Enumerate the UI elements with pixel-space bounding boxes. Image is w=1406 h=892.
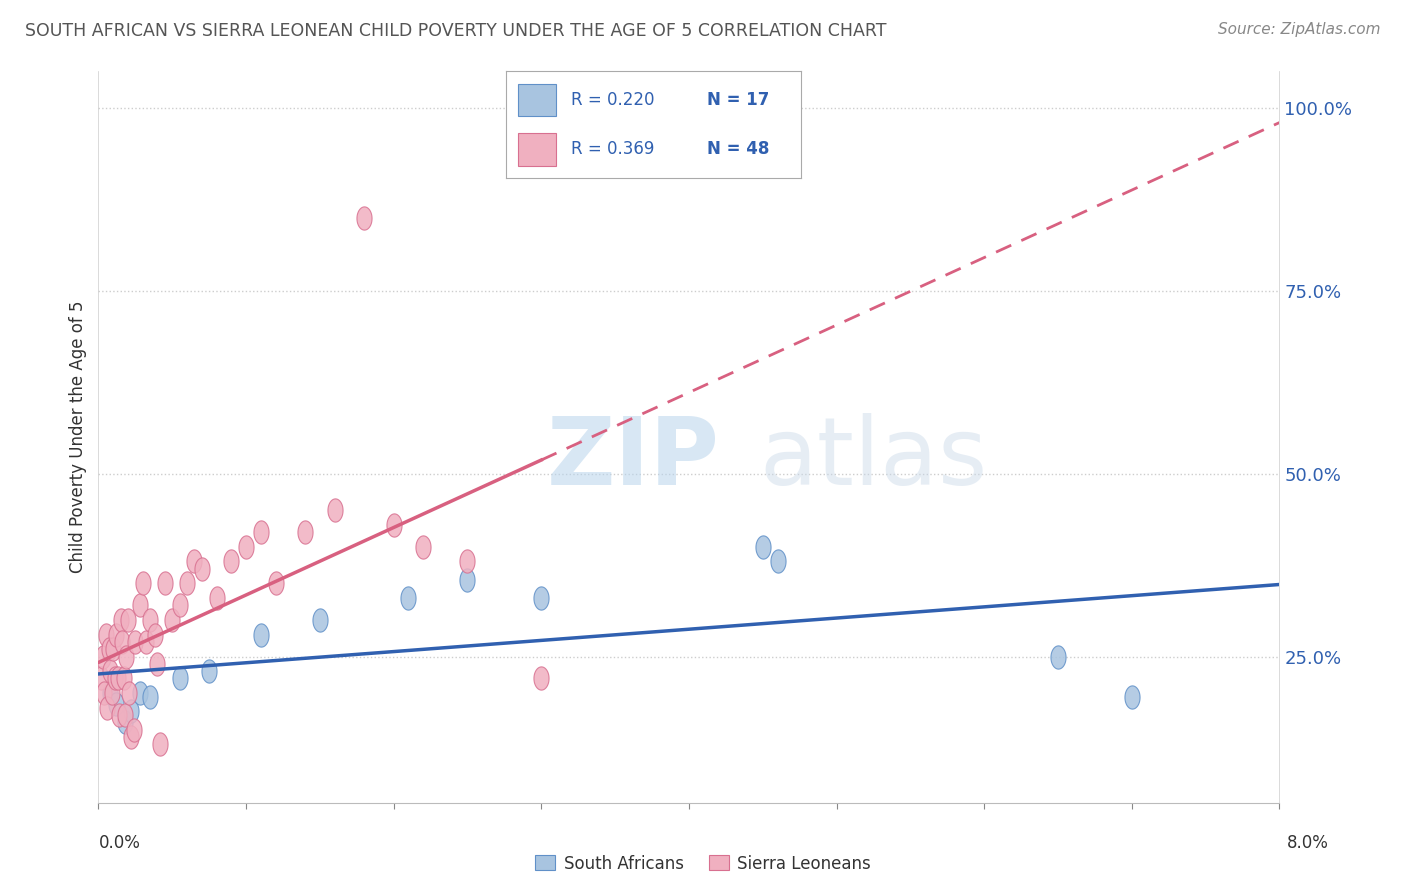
Point [766, 554, 789, 568]
Point [530, 672, 553, 686]
Point [752, 540, 775, 554]
Point [169, 672, 191, 686]
Point [107, 672, 129, 686]
Point [323, 503, 346, 517]
Text: atlas: atlas [759, 413, 988, 505]
Bar [517, 84, 557, 116]
Point [143, 627, 166, 641]
Point [97, 642, 120, 657]
Text: R = 0.369: R = 0.369 [571, 141, 654, 159]
Point [205, 591, 228, 605]
Point [135, 635, 157, 649]
Point [105, 697, 128, 711]
Point [382, 517, 405, 532]
Point [169, 599, 191, 613]
Text: SOUTH AFRICAN VS SIERRA LEONEAN CHILD POVERTY UNDER THE AGE OF 5 CORRELATION CHA: SOUTH AFRICAN VS SIERRA LEONEAN CHILD PO… [25, 22, 887, 40]
Point [98, 664, 121, 678]
Point [108, 708, 131, 723]
Point [191, 562, 214, 576]
Point [96, 700, 118, 714]
Point [104, 672, 127, 686]
Point [309, 613, 332, 627]
Point [250, 525, 273, 540]
Point [105, 627, 128, 641]
Point [114, 708, 136, 723]
Point [412, 540, 434, 554]
Text: R = 0.220: R = 0.220 [571, 91, 655, 109]
Point [1046, 649, 1070, 664]
Point [114, 715, 136, 730]
Point [93, 686, 115, 700]
Text: 0.0%: 0.0% [98, 834, 141, 852]
Text: ZIP: ZIP [547, 413, 720, 505]
Text: N = 48: N = 48 [707, 141, 769, 159]
Point [353, 211, 375, 225]
Point [115, 649, 138, 664]
Point [1121, 690, 1143, 704]
Point [132, 576, 155, 591]
Text: Source: ZipAtlas.com: Source: ZipAtlas.com [1218, 22, 1381, 37]
Point [120, 730, 142, 744]
Legend: South Africans, Sierra Leoneans: South Africans, Sierra Leoneans [529, 848, 877, 880]
Point [149, 737, 172, 751]
Point [111, 635, 134, 649]
Point [221, 554, 243, 568]
Point [128, 599, 150, 613]
Point [235, 540, 257, 554]
Point [98, 686, 121, 700]
Text: 8.0%: 8.0% [1286, 834, 1329, 852]
Point [398, 591, 420, 605]
Point [183, 554, 205, 568]
Point [90, 672, 112, 686]
Point [264, 576, 287, 591]
Point [457, 573, 479, 587]
Point [146, 657, 169, 671]
Point [122, 723, 145, 737]
Point [110, 613, 132, 627]
Point [153, 576, 176, 591]
Point [118, 686, 141, 700]
Point [198, 664, 221, 678]
Point [120, 705, 142, 719]
Point [530, 591, 553, 605]
Point [124, 635, 146, 649]
Bar [517, 134, 557, 166]
Text: N = 17: N = 17 [707, 91, 769, 109]
Point [162, 613, 183, 627]
Point [250, 627, 273, 641]
Point [128, 686, 150, 700]
Y-axis label: Child Poverty Under the Age of 5: Child Poverty Under the Age of 5 [69, 301, 87, 574]
Point [139, 613, 162, 627]
Point [100, 686, 122, 700]
Point [91, 649, 114, 664]
Point [294, 525, 316, 540]
Point [112, 672, 135, 686]
Point [176, 576, 198, 591]
Point [103, 642, 125, 657]
Point [139, 690, 162, 704]
Point [457, 554, 479, 568]
Point [94, 627, 117, 641]
Point [117, 613, 139, 627]
